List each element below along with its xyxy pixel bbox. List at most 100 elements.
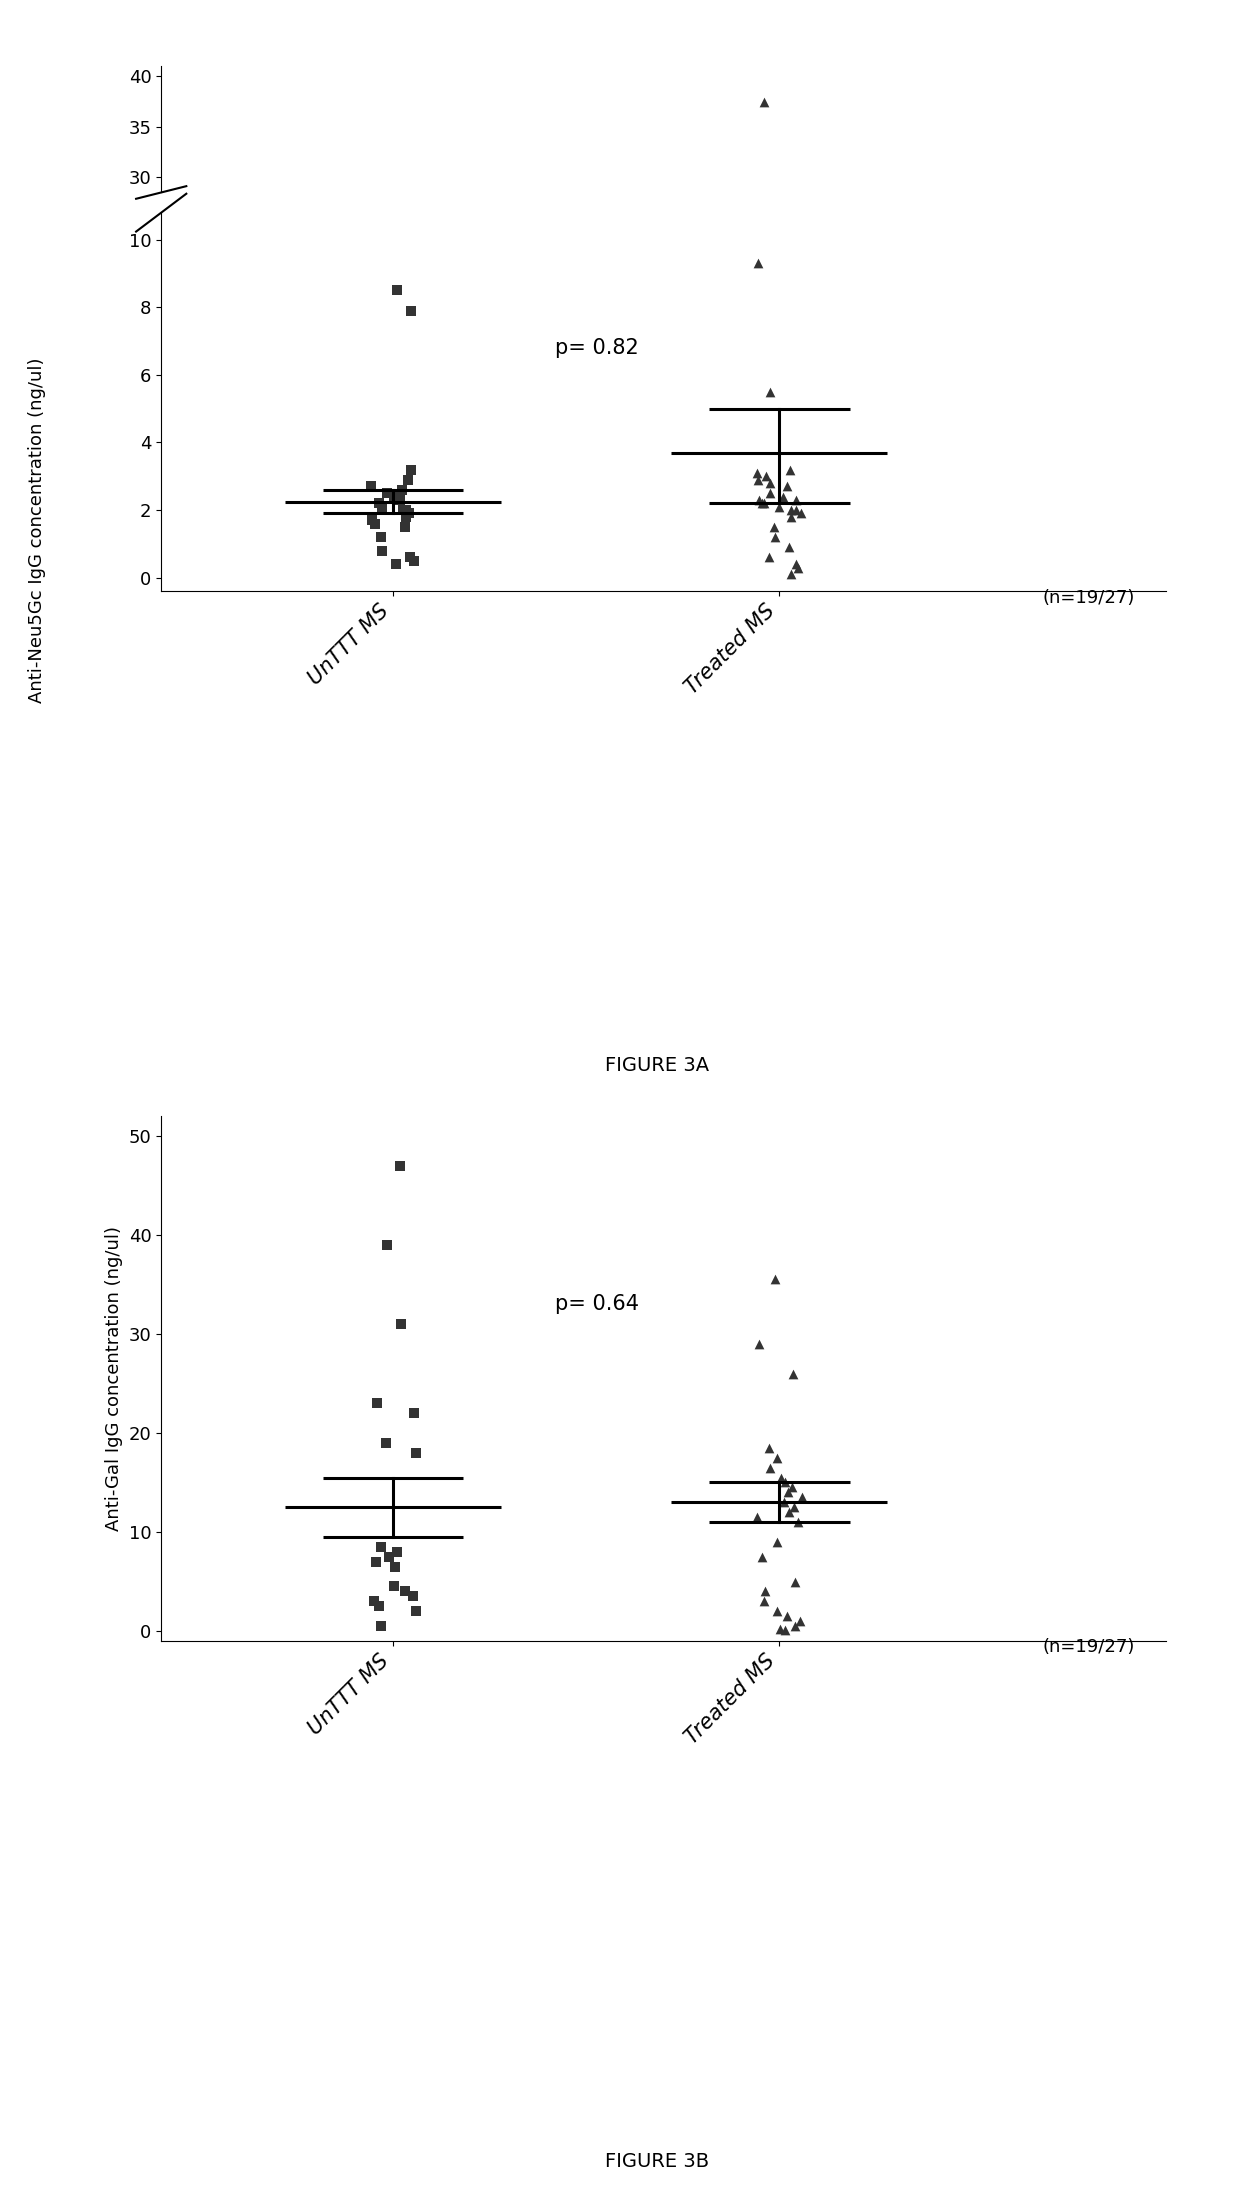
Y-axis label: Anti-Gal IgG concentration (ng/ul): Anti-Gal IgG concentration (ng/ul) — [105, 1227, 123, 1532]
Point — [404, 1395, 424, 1430]
Point — [372, 488, 392, 524]
Point — [749, 482, 769, 517]
Point — [362, 469, 382, 504]
Point — [759, 539, 779, 575]
Point — [775, 1613, 795, 1649]
Point — [781, 493, 801, 528]
Point — [786, 546, 806, 581]
Point — [774, 480, 794, 515]
Point — [789, 1505, 808, 1540]
Point — [389, 1147, 409, 1182]
Point — [770, 1611, 790, 1646]
Point — [399, 539, 419, 575]
Point — [371, 519, 391, 555]
Point — [376, 1425, 396, 1461]
Point — [755, 84, 775, 119]
Point — [386, 546, 405, 581]
Point — [789, 550, 808, 586]
Point — [394, 508, 414, 544]
Point — [384, 1569, 404, 1604]
Point — [779, 530, 799, 566]
Point — [405, 1434, 425, 1470]
Point — [755, 460, 775, 495]
Point — [371, 1609, 391, 1644]
Point — [777, 1598, 797, 1633]
Point — [782, 1470, 802, 1505]
Point — [749, 245, 769, 281]
Point — [748, 455, 768, 491]
Point — [403, 1578, 423, 1613]
Point — [760, 475, 780, 511]
Point — [754, 486, 774, 522]
Point — [754, 1585, 774, 1620]
Point — [372, 533, 392, 568]
Point — [774, 1485, 794, 1520]
Text: FIGURE 3A: FIGURE 3A — [605, 1056, 709, 1074]
Point — [768, 1441, 787, 1476]
Point — [779, 1494, 799, 1529]
Point — [362, 502, 382, 537]
Point — [760, 466, 780, 502]
Point — [405, 1593, 425, 1629]
Point — [785, 1609, 805, 1644]
Point — [387, 1534, 407, 1569]
Point — [368, 486, 388, 522]
Point — [386, 1549, 405, 1585]
Point — [764, 508, 784, 544]
Text: (n=19/27): (n=19/27) — [1043, 1638, 1135, 1655]
Point — [781, 499, 801, 535]
Point — [769, 488, 789, 524]
Point — [377, 1227, 397, 1262]
Point — [775, 1465, 795, 1501]
Point — [765, 1262, 785, 1297]
Point — [366, 1545, 386, 1580]
Point — [377, 475, 397, 511]
Point — [392, 473, 412, 508]
Point — [378, 1538, 398, 1574]
Point — [760, 1450, 780, 1485]
Point — [396, 1574, 415, 1609]
Point — [404, 544, 424, 579]
Point — [384, 480, 404, 515]
Point — [768, 1525, 787, 1560]
Point — [768, 1593, 787, 1629]
Point — [755, 1574, 775, 1609]
Point — [777, 1474, 797, 1509]
Text: FIGURE 3B: FIGURE 3B — [605, 2153, 709, 2170]
Point — [786, 493, 806, 528]
Point — [391, 1306, 410, 1341]
Point — [760, 373, 780, 409]
Point — [791, 1604, 811, 1640]
Point — [751, 1538, 771, 1574]
Point — [402, 294, 422, 329]
Point — [765, 519, 785, 555]
Point — [402, 451, 422, 486]
Point — [770, 1461, 790, 1496]
Point — [782, 1357, 802, 1392]
Point — [371, 1529, 391, 1565]
Point — [784, 1490, 804, 1525]
Text: p= 0.82: p= 0.82 — [556, 338, 639, 358]
Point — [387, 272, 407, 307]
Text: Anti-Neu5Gc IgG concentration (ng/ul): Anti-Neu5Gc IgG concentration (ng/ul) — [29, 358, 46, 703]
Point — [393, 493, 413, 528]
Point — [398, 462, 418, 497]
Point — [748, 1498, 768, 1534]
Point — [760, 1430, 780, 1465]
Point — [366, 506, 386, 541]
Point — [777, 469, 797, 504]
Point — [399, 495, 419, 530]
Point — [785, 1565, 805, 1600]
Point — [781, 557, 801, 592]
Point — [370, 1589, 389, 1624]
Text: (n=19/27): (n=19/27) — [1043, 590, 1135, 608]
Point — [749, 1326, 769, 1361]
Point — [365, 1585, 384, 1620]
Point — [753, 486, 773, 522]
Text: p= 0.64: p= 0.64 — [556, 1295, 640, 1315]
Point — [791, 1481, 811, 1516]
Point — [786, 482, 806, 517]
Point — [391, 482, 410, 517]
Point — [396, 499, 415, 535]
Point — [397, 493, 417, 528]
